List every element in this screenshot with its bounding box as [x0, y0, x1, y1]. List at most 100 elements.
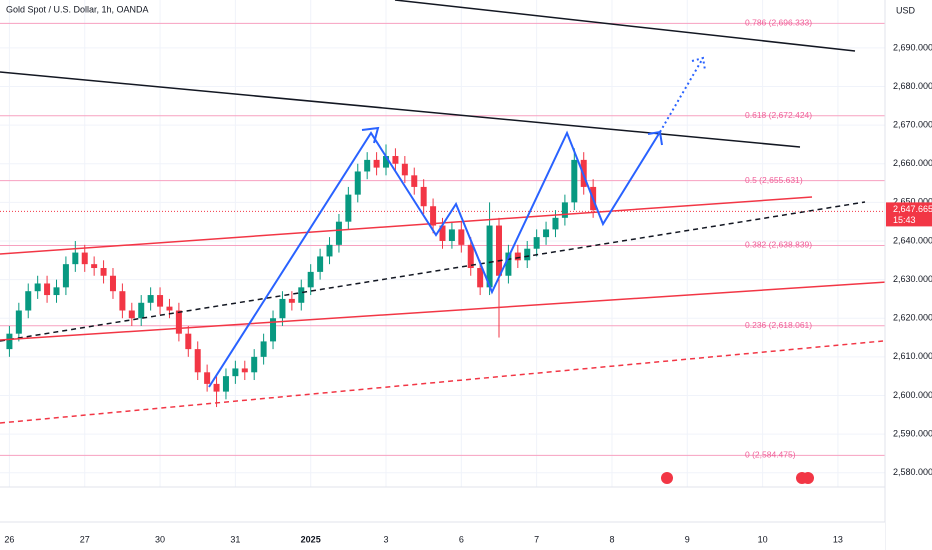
- y-tick-label: 2,670.000: [893, 120, 932, 130]
- x-tick-label: 8: [609, 534, 614, 544]
- trend-line: [394, 0, 856, 52]
- y-tick-label: 2,590.000: [893, 428, 932, 438]
- y-tick-label: 2,630.000: [893, 274, 932, 284]
- candle-body: [354, 171, 361, 195]
- candle-body: [439, 225, 446, 241]
- fib-label: 0.618 (2,672.424): [745, 110, 812, 120]
- candle-body: [392, 156, 399, 164]
- candle-body: [53, 287, 60, 296]
- candles: [6, 144, 597, 408]
- candle-body: [166, 306, 173, 311]
- candle-body: [175, 310, 182, 334]
- candle-body: [6, 333, 13, 350]
- y-tick-label: 2,660.000: [893, 158, 932, 168]
- y-tick-label: 2,690.000: [893, 42, 932, 52]
- chart-title: Gold Spot / U.S. Dollar, 1h, OANDA: [6, 4, 149, 14]
- last-price-box: [886, 202, 932, 227]
- x-tick-label: 3: [384, 534, 389, 544]
- candle-body: [91, 264, 98, 269]
- candle-body: [34, 283, 41, 292]
- candle-body: [232, 368, 239, 377]
- currency-label: USD: [896, 5, 916, 15]
- y-tick-label: 2,580.000: [893, 467, 932, 477]
- fib-label: 0 (2,584.475): [745, 450, 796, 460]
- y-tick-label: 2,680.000: [893, 81, 932, 91]
- candle-body: [345, 194, 352, 222]
- fib-label: 0.382 (2,638.839): [745, 240, 812, 250]
- x-tick-label: 31: [230, 534, 240, 544]
- candle-body: [514, 252, 521, 261]
- dotted-projection: [659, 57, 704, 133]
- candle-body: [251, 356, 258, 373]
- x-tick-label: 7: [534, 534, 539, 544]
- x-tick-label: 9: [685, 534, 690, 544]
- y-tick-label: 2,610.000: [893, 351, 932, 361]
- candle-body: [157, 295, 164, 307]
- trend-line: [0, 71, 801, 148]
- candle-body: [194, 349, 201, 373]
- flag-icon: [802, 472, 814, 484]
- candle-body: [543, 229, 550, 238]
- candle-body: [411, 175, 418, 187]
- flag-icon: [661, 472, 673, 484]
- candle-body: [364, 159, 371, 172]
- candle-body: [25, 291, 32, 311]
- candle-body: [109, 275, 116, 292]
- candle-body: [401, 163, 408, 176]
- candle-body: [72, 252, 79, 265]
- event-flags: [661, 472, 814, 484]
- y-tick-label: 2,640.000: [893, 235, 932, 245]
- candle-body: [241, 368, 248, 373]
- x-tick-label: 10: [758, 534, 768, 544]
- candle-body: [458, 229, 465, 245]
- candle-body: [138, 302, 145, 319]
- candle-body: [467, 244, 474, 269]
- x-tick-label: 6: [459, 534, 464, 544]
- candle-body: [495, 225, 502, 276]
- candle-body: [44, 283, 51, 296]
- channel-line: [0, 196, 813, 255]
- countdown-label: 15:43: [893, 215, 916, 225]
- candle-body: [15, 310, 22, 334]
- candle-body: [100, 268, 107, 276]
- fib-label: 0.236 (2,618.061): [745, 320, 812, 330]
- candle-body: [270, 318, 277, 342]
- fib-label: 0.786 (2,696.333): [745, 18, 812, 28]
- candle-body: [81, 252, 88, 265]
- candle-body: [486, 225, 493, 288]
- candle-body: [119, 291, 126, 311]
- candle-body: [307, 271, 314, 288]
- candle-body: [204, 372, 211, 384]
- y-tick-label: 2,650.000: [893, 197, 932, 207]
- candle-body: [288, 298, 295, 303]
- candle-body: [335, 221, 342, 245]
- x-tick-label: 2025: [301, 534, 321, 544]
- y-tick-label: 2,600.000: [893, 390, 932, 400]
- x-tick-label: 27: [80, 534, 90, 544]
- last-price-label: 2,647.665: [893, 204, 932, 214]
- candle-body: [533, 237, 540, 249]
- x-tick-label: 30: [155, 534, 165, 544]
- candle-body: [260, 341, 267, 357]
- candle-body: [326, 244, 333, 257]
- price-axis: [885, 0, 932, 550]
- candle-body: [147, 295, 154, 303]
- candle-body: [561, 202, 568, 218]
- x-tick-label: 26: [4, 534, 14, 544]
- candle-body: [298, 287, 305, 303]
- candle-body: [128, 310, 135, 319]
- projection-path: [208, 130, 661, 388]
- candle-body: [383, 156, 390, 168]
- candle-body: [552, 217, 559, 230]
- candle-body: [571, 159, 578, 203]
- arrowhead: [691, 56, 706, 71]
- candle-body: [279, 298, 286, 319]
- candle-body: [185, 333, 192, 350]
- channel-line: [0, 281, 888, 341]
- arrowhead: [361, 126, 380, 144]
- candle-body: [505, 252, 512, 276]
- candle-body: [477, 268, 484, 288]
- candle-body: [420, 186, 427, 207]
